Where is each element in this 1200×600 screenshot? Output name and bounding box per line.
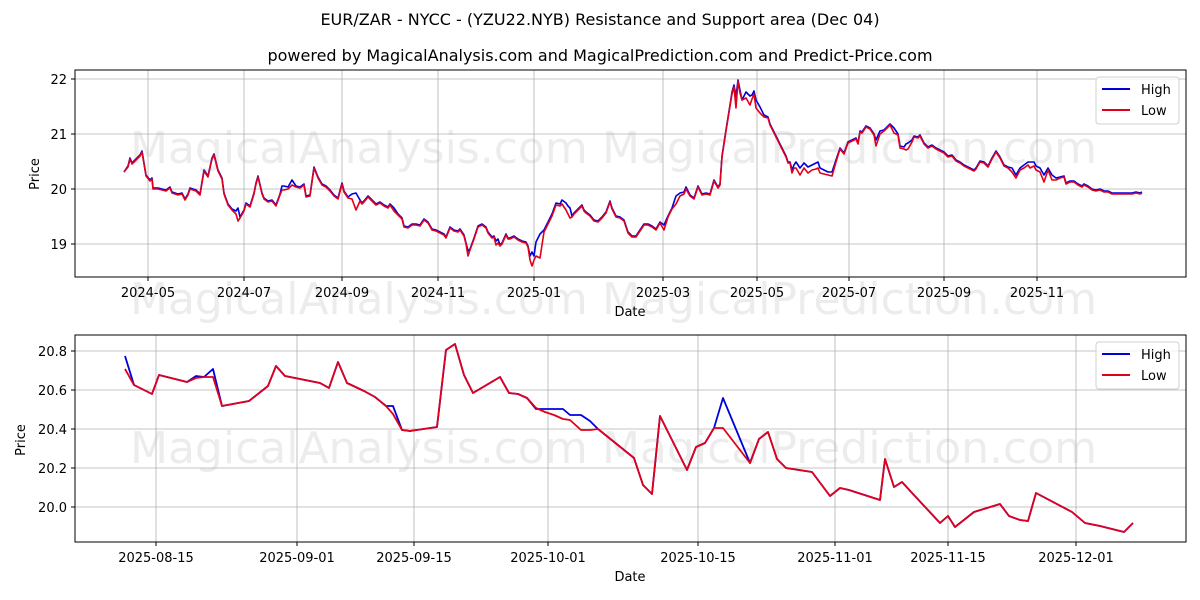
- top-y-axis-label: Price: [28, 158, 43, 190]
- bottom-y-tick-label: 20.8: [38, 345, 67, 360]
- top-x-axis: 2024-05 2024-07 2024-09 2024-11 2025-01 …: [121, 277, 1064, 320]
- legend-high-label: High: [1141, 348, 1171, 363]
- top-plot-area: [75, 70, 1186, 277]
- bottom-gridlines: [75, 335, 1186, 542]
- bottom-legend: High Low: [1095, 341, 1180, 390]
- top-x-tick-label: 2024-05: [121, 286, 175, 301]
- bottom-y-tick-label: 20.6: [38, 384, 67, 399]
- top-x-tick-label: 2024-11: [411, 286, 465, 301]
- top-chart: MagicalAnalysis.com MagicalPrediction.co…: [28, 69, 1187, 325]
- top-x-tick-label: 2025-07: [822, 286, 876, 301]
- bottom-plot-area: [75, 335, 1186, 542]
- top-y-tick-label: 20: [50, 183, 67, 198]
- chart-subtitle: powered by MagicalAnalysis.com and Magic…: [267, 46, 933, 65]
- bottom-watermark-1: MagicalAnalysis.com: [130, 423, 588, 474]
- legend-low-label: Low: [1141, 104, 1167, 119]
- top-watermark-2: MagicalPrediction.com: [602, 123, 1097, 174]
- legend-high-label: High: [1141, 83, 1171, 98]
- top-x-tick-label: 2025-05: [730, 286, 784, 301]
- bottom-x-tick-label: 2025-10-15: [660, 551, 736, 566]
- top-y-tick-label: 21: [50, 128, 67, 143]
- top-y-tick-label: 22: [50, 73, 67, 88]
- bottom-x-tick-label: 2025-12-01: [1038, 551, 1114, 566]
- top-x-tick-label: 2025-11: [1010, 286, 1064, 301]
- bottom-x-tick-label: 2025-09-15: [376, 551, 452, 566]
- bottom-y-tick-label: 20.4: [38, 423, 67, 438]
- bottom-x-axis-label: Date: [614, 570, 645, 585]
- top-y-axis: 22 21 20 19 Price: [28, 73, 75, 253]
- bottom-axes-frame: [74, 334, 1187, 543]
- bottom-x-tick-label: 2025-11-15: [910, 551, 986, 566]
- top-watermark-4: MagicalPrediction.com: [602, 274, 1097, 325]
- top-legend: High Low: [1095, 76, 1180, 125]
- top-y-tick-label: 19: [50, 238, 67, 253]
- bottom-chart: MagicalAnalysis.com MagicalPrediction.co…: [14, 334, 1187, 585]
- top-axes-frame: [74, 69, 1187, 278]
- top-x-tick-label: 2024-09: [315, 286, 369, 301]
- bottom-y-axis-label: Price: [14, 424, 29, 456]
- bottom-y-tick-label: 20.2: [38, 462, 67, 477]
- top-watermark-3: MagicalAnalysis.com: [130, 274, 588, 325]
- bottom-y-axis: 20.8 20.6 20.4 20.2 20.0 Price: [14, 345, 75, 516]
- top-watermark-1: MagicalAnalysis.com: [130, 123, 588, 174]
- legend-low-label: Low: [1141, 369, 1167, 384]
- bottom-x-tick-label: 2025-11-01: [797, 551, 873, 566]
- chart-title: EUR/ZAR - NYCC - (YZU22.NYB) Resistance …: [320, 10, 880, 29]
- top-x-tick-label: 2025-03: [636, 286, 690, 301]
- bottom-y-tick-label: 20.0: [38, 501, 67, 516]
- bottom-x-tick-label: 2025-10-01: [510, 551, 586, 566]
- top-low-line: [123, 80, 1143, 267]
- bottom-x-tick-label: 2025-09-01: [259, 551, 335, 566]
- top-x-tick-label: 2025-01: [507, 286, 561, 301]
- bottom-low-line: [124, 343, 1134, 533]
- bottom-x-tick-label: 2025-08-15: [118, 551, 194, 566]
- top-x-tick-label: 2025-09: [917, 286, 971, 301]
- bottom-x-axis: 2025-08-15 2025-09-01 2025-09-15 2025-10…: [118, 542, 1114, 585]
- top-x-tick-label: 2024-07: [217, 286, 271, 301]
- top-x-axis-label: Date: [614, 305, 645, 320]
